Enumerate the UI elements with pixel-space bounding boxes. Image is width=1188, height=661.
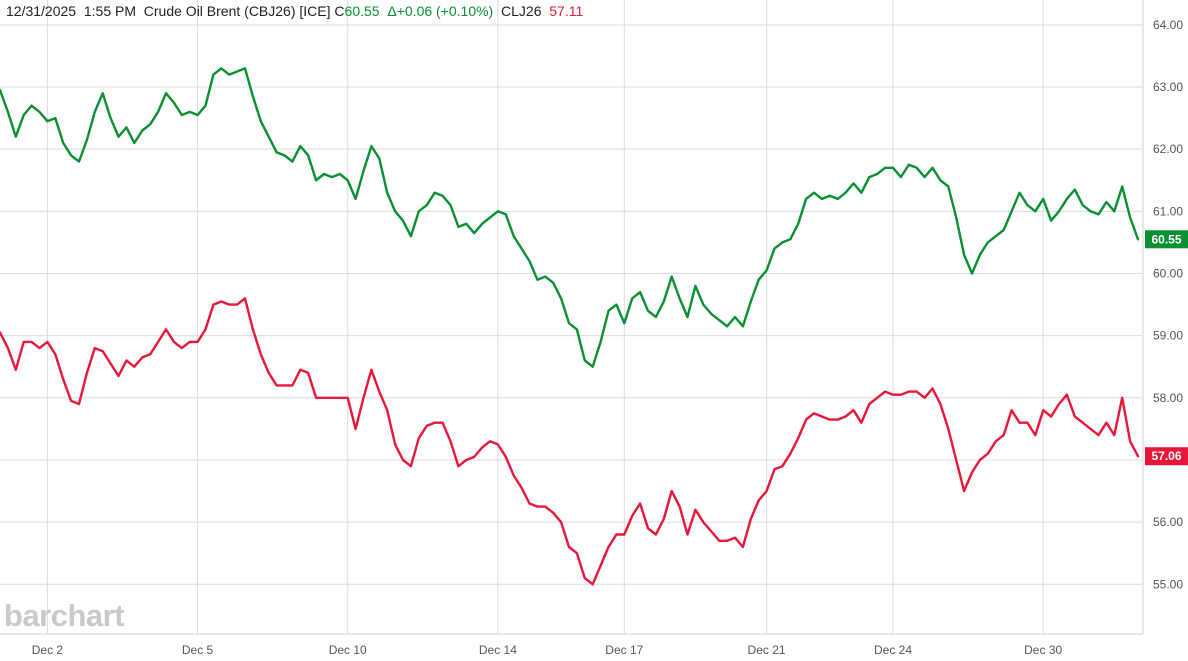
chart-header: 12/31/2025 1:55 PM Crude Oil Brent (CBJ2… — [6, 3, 583, 19]
header-close-label: C — [334, 3, 345, 19]
y-tick-label: 59.00 — [1153, 329, 1183, 343]
last-value-badge — [1145, 230, 1188, 249]
y-tick-label: 61.00 — [1153, 204, 1183, 218]
y-tick-label: 60.00 — [1153, 266, 1183, 280]
series-line-clj26 — [0, 297, 1140, 586]
header-close-value: 60.55 — [344, 3, 380, 19]
y-tick-label: 58.00 — [1153, 391, 1183, 405]
y-tick-label: 62.00 — [1153, 142, 1183, 156]
x-tick-label: Dec 30 — [1024, 643, 1062, 657]
x-tick-label: Dec 21 — [748, 643, 786, 657]
x-tick-label: Dec 5 — [182, 643, 214, 657]
header-compare-symbol: CLJ26 — [501, 3, 542, 19]
x-tick-label: Dec 2 — [32, 643, 64, 657]
y-tick-label: 64.00 — [1153, 18, 1183, 32]
last-value-badge — [1145, 447, 1188, 466]
x-tick-label: Dec 14 — [479, 643, 517, 657]
header-change: Δ+0.06 (+0.10%) — [387, 3, 494, 19]
y-tick-label: 63.00 — [1153, 80, 1183, 94]
x-tick-label: Dec 24 — [874, 643, 912, 657]
x-tick-label: Dec 10 — [329, 643, 367, 657]
series-line-cbj26 — [0, 67, 1140, 368]
last-value-label: 60.55 — [1151, 232, 1181, 246]
x-tick-label: Dec 17 — [605, 643, 643, 657]
header-date: 12/31/2025 — [6, 3, 77, 19]
header-time: 1:55 PM — [83, 3, 136, 19]
y-tick-label: 56.00 — [1153, 515, 1183, 529]
header-instrument: Crude Oil Brent (CBJ26) [ICE] — [143, 3, 331, 19]
last-value-label: 57.06 — [1151, 449, 1181, 463]
header-compare-value: 57.11 — [549, 3, 584, 19]
y-tick-label: 55.00 — [1153, 577, 1183, 591]
barchart-logo: barchart — [4, 598, 125, 633]
